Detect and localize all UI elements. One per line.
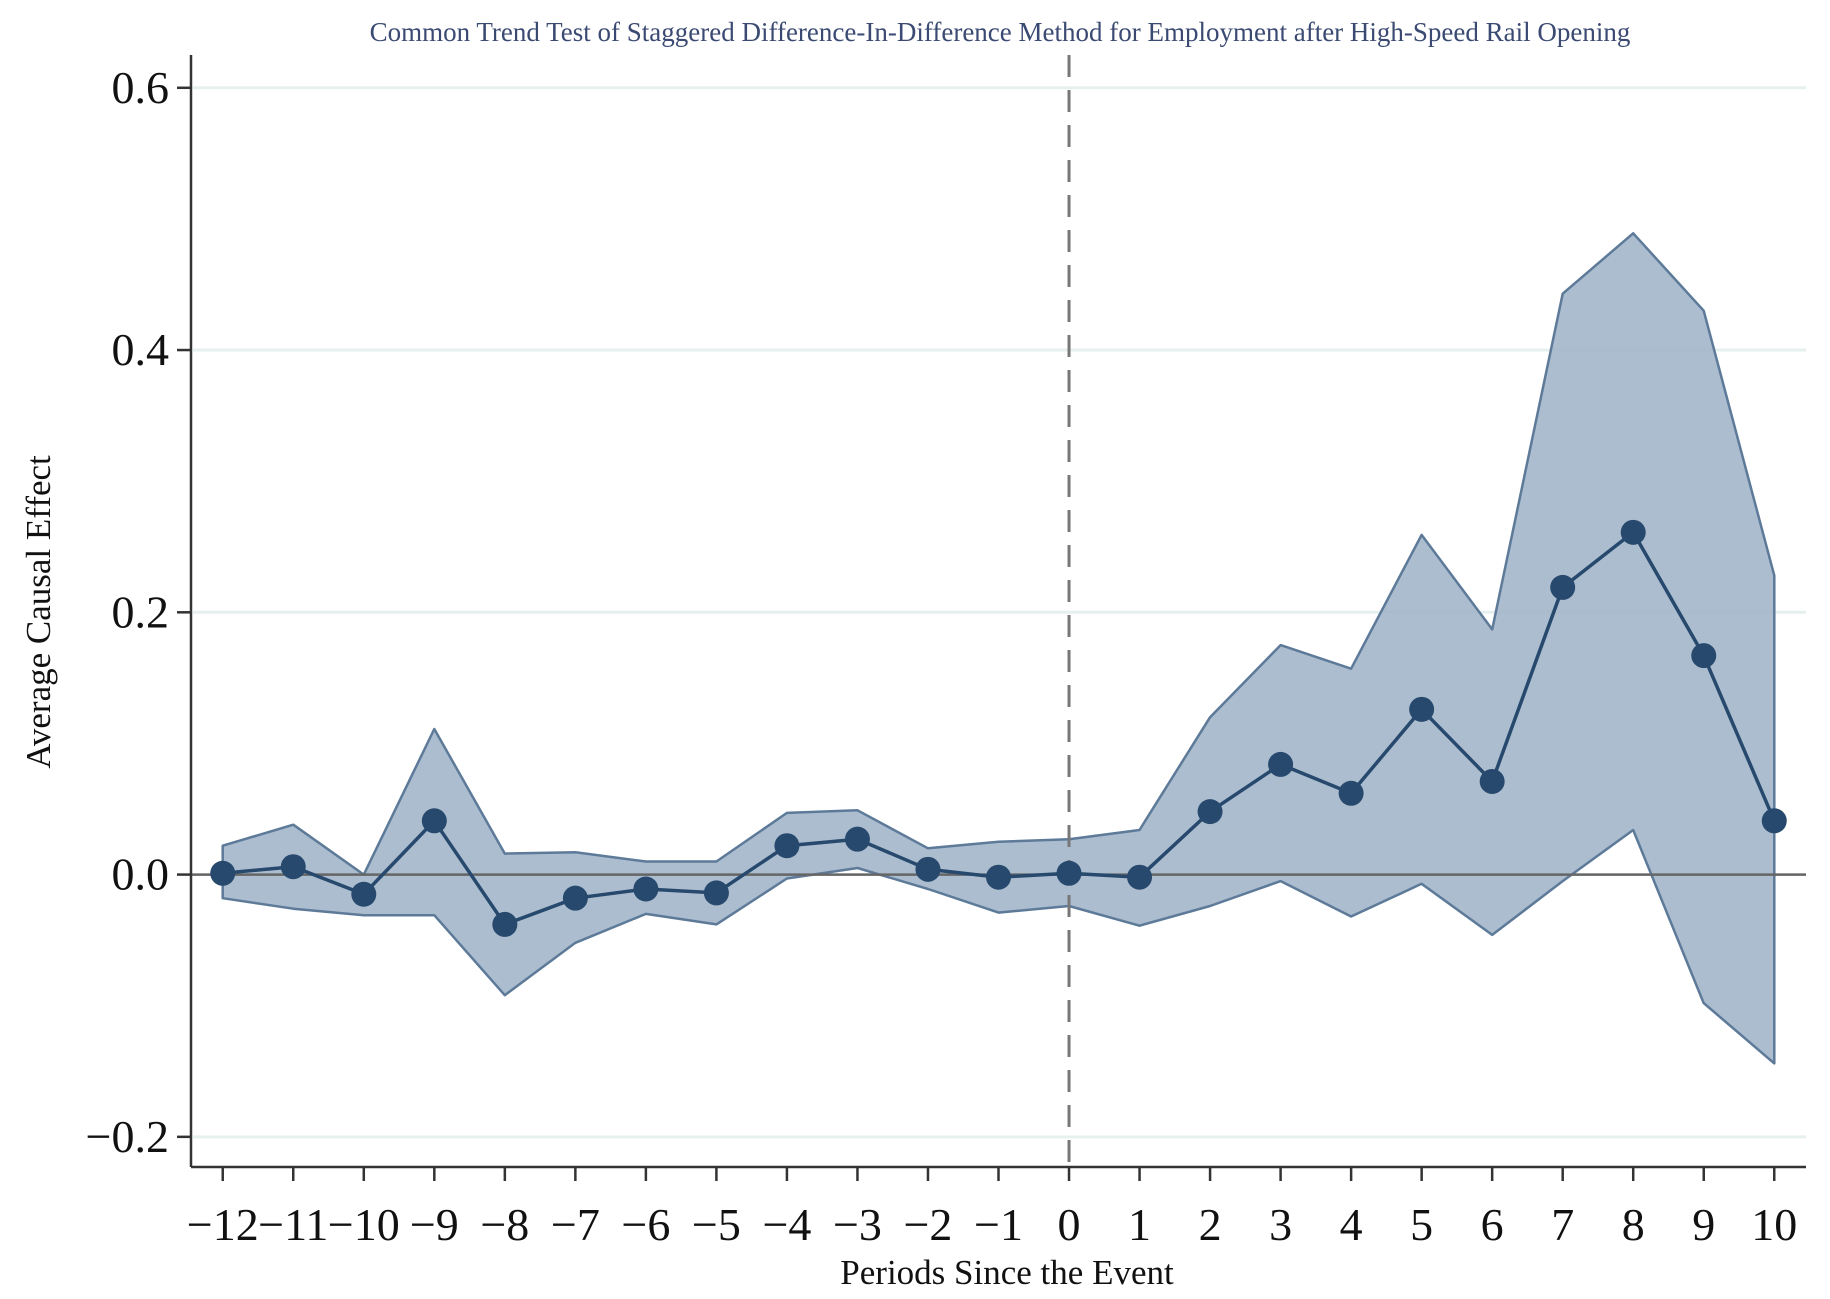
x-tick-label: 1 <box>1128 1199 1151 1250</box>
x-tick-label: −7 <box>551 1199 600 1250</box>
y-tick-label: −0.2 <box>86 1111 169 1162</box>
x-tick-label: 4 <box>1340 1199 1363 1250</box>
data-point <box>351 881 377 907</box>
data-point <box>492 911 518 937</box>
data-point <box>1268 751 1294 777</box>
x-tick-label: −2 <box>903 1199 952 1250</box>
x-tick-label: −8 <box>480 1199 529 1250</box>
x-tick-label: −4 <box>762 1199 811 1250</box>
data-point <box>1479 768 1505 794</box>
data-point <box>1197 799 1223 825</box>
data-point <box>1056 860 1082 886</box>
confidence-band-layer <box>221 232 1776 1065</box>
data-point <box>1691 643 1717 669</box>
x-tick-label: 0 <box>1058 1199 1081 1250</box>
x-tick-label: 8 <box>1622 1199 1645 1250</box>
x-tick-label: 5 <box>1410 1199 1433 1250</box>
data-point <box>1409 696 1435 722</box>
data-point <box>1338 780 1364 806</box>
axes <box>177 55 1806 1181</box>
x-tick-label: −3 <box>833 1199 882 1250</box>
data-point <box>986 864 1011 890</box>
tick-labels: −0.20.00.20.40.6−12 −11 −10 −9 −8 −7 −6 −5 −4 −3−… <box>86 62 1798 1250</box>
y-tick-label: 0.6 <box>112 62 170 113</box>
x-tick-label: −1 <box>974 1199 1023 1250</box>
y-tick-label: 0.0 <box>112 849 170 900</box>
x-tick-label: 7 <box>1551 1199 1574 1250</box>
x-tick-label: −5 <box>692 1199 741 1250</box>
y-axis-label: Average Causal Effect <box>19 455 58 769</box>
chart-title: Common Trend Test of Staggered Differenc… <box>370 17 1631 47</box>
data-point <box>774 833 800 859</box>
data-point <box>703 880 729 906</box>
data-point <box>1761 808 1787 834</box>
series-layer <box>210 519 1787 937</box>
data-point <box>421 808 447 834</box>
x-axis-label: Periods Since the Event <box>840 1253 1174 1292</box>
data-point <box>1127 864 1153 890</box>
data-point <box>915 856 941 882</box>
y-tick-label: 0.2 <box>112 586 170 637</box>
data-point <box>280 854 306 880</box>
x-tick-label: −12 <box>187 1199 259 1250</box>
x-tick-label: −11 <box>258 1199 328 1250</box>
x-tick-label: −10 <box>328 1199 400 1250</box>
data-point <box>844 826 870 852</box>
x-tick-label: 10 <box>1751 1199 1797 1250</box>
data-point <box>1620 519 1646 545</box>
confidence-band <box>221 232 1776 1065</box>
x-tick-label: 6 <box>1481 1199 1504 1250</box>
data-point <box>633 876 659 902</box>
data-point <box>210 860 236 886</box>
x-tick-label: 2 <box>1199 1199 1222 1250</box>
x-tick-label: 9 <box>1692 1199 1715 1250</box>
x-tick-label: −9 <box>410 1199 459 1250</box>
y-tick-label: 0.4 <box>112 324 170 375</box>
x-tick-label: −6 <box>621 1199 670 1250</box>
x-tick-label: 3 <box>1269 1199 1292 1250</box>
data-point <box>562 885 588 911</box>
data-point <box>1550 574 1576 600</box>
